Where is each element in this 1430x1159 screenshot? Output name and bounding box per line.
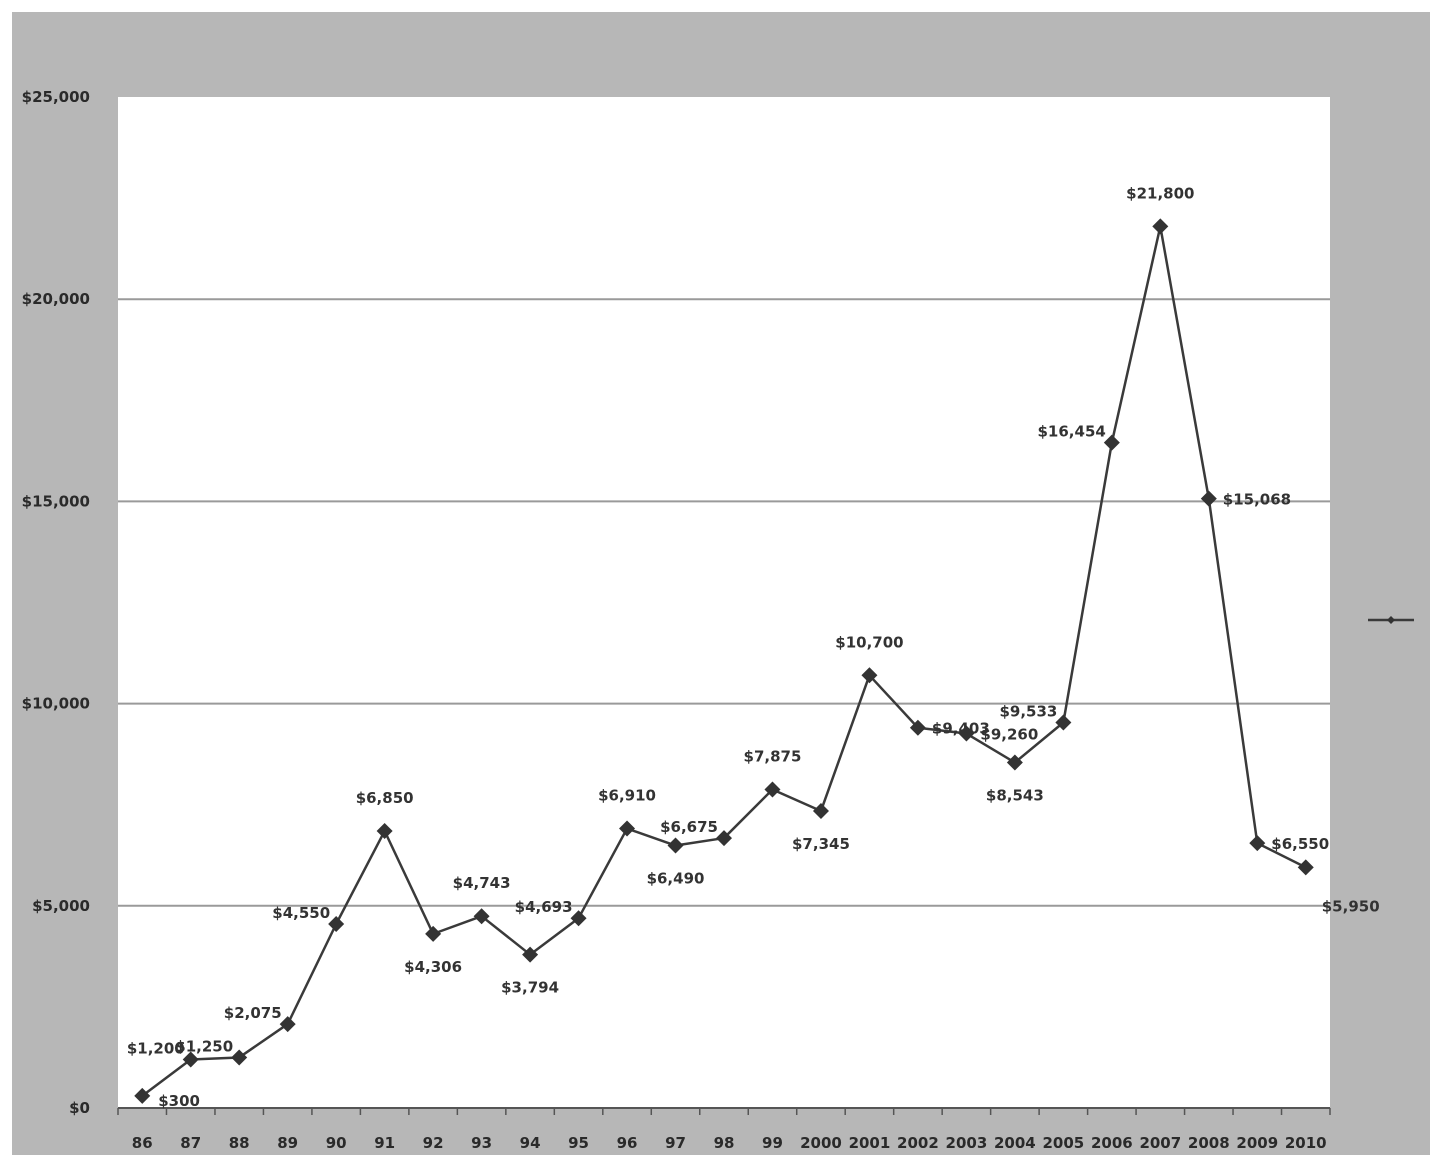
- x-tick-label: 96: [617, 1134, 638, 1152]
- data-label: $6,490: [647, 870, 705, 888]
- y-tick-label: $5,000: [32, 897, 90, 915]
- x-tick-label: 2003: [946, 1134, 988, 1152]
- y-tick-label: $0: [69, 1099, 90, 1117]
- data-label: $4,550: [272, 904, 330, 922]
- data-label: $300: [158, 1092, 200, 1110]
- plot-area: [118, 97, 1330, 1108]
- data-label: $7,875: [744, 748, 802, 766]
- data-label: $21,800: [1126, 184, 1194, 202]
- data-label: $2,075: [224, 1004, 282, 1022]
- y-tick-label: $20,000: [22, 290, 90, 308]
- data-label: $5,950: [1322, 897, 1380, 915]
- data-label: $4,693: [515, 898, 573, 916]
- x-tick-label: 89: [277, 1134, 298, 1152]
- data-label: $8,543: [986, 787, 1044, 805]
- x-tick-label: 2010: [1285, 1134, 1327, 1152]
- data-label: $1,250: [175, 1037, 233, 1055]
- data-label: $4,743: [453, 874, 511, 892]
- data-label: $6,910: [598, 787, 656, 805]
- x-tick-label: 2002: [897, 1134, 939, 1152]
- data-label: $4,306: [404, 958, 462, 976]
- data-label: $15,068: [1223, 491, 1291, 509]
- x-tick-label: 2006: [1091, 1134, 1133, 1152]
- data-label: $7,345: [792, 835, 850, 853]
- y-tick-label: $10,000: [22, 695, 90, 713]
- x-tick-label: 97: [665, 1134, 686, 1152]
- x-tick-label: 86: [132, 1134, 153, 1152]
- x-tick-label: 98: [714, 1134, 735, 1152]
- x-tick-label: 90: [326, 1134, 347, 1152]
- x-tick-label: 91: [374, 1134, 395, 1152]
- x-tick-label: 2001: [849, 1134, 891, 1152]
- x-tick-label: 93: [471, 1134, 492, 1152]
- x-tick-label: 2000: [800, 1134, 842, 1152]
- x-tick-label: 99: [762, 1134, 783, 1152]
- x-tick-label: 2008: [1188, 1134, 1230, 1152]
- data-label: $6,550: [1271, 835, 1329, 853]
- data-label: $3,794: [501, 979, 559, 997]
- x-tick-label: 88: [229, 1134, 250, 1152]
- x-tick-label: 2004: [994, 1134, 1036, 1152]
- x-tick-label: 2007: [1139, 1134, 1181, 1152]
- data-label: $9,533: [999, 702, 1057, 720]
- x-tick-label: 2005: [1042, 1134, 1084, 1152]
- x-tick-label: 92: [423, 1134, 444, 1152]
- data-label: $6,850: [356, 789, 414, 807]
- data-label: $10,700: [835, 633, 903, 651]
- x-tick-label: 95: [568, 1134, 589, 1152]
- y-tick-label: $25,000: [22, 88, 90, 106]
- x-tick-label: 2009: [1236, 1134, 1278, 1152]
- y-tick-label: $15,000: [22, 492, 90, 510]
- data-label: $16,454: [1038, 423, 1106, 441]
- x-tick-label: 87: [180, 1134, 201, 1152]
- data-label: $9,260: [980, 726, 1038, 744]
- data-label: $6,675: [660, 818, 718, 836]
- x-tick-label: 94: [520, 1134, 541, 1152]
